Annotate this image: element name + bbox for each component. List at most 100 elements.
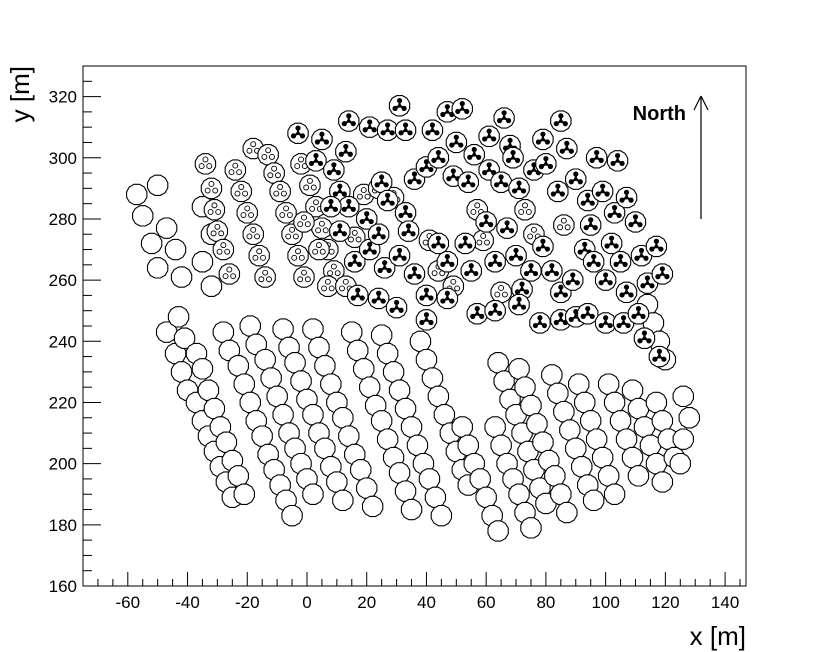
telescope-marker-filled [484, 300, 506, 322]
telescope-marker-filled [311, 128, 333, 151]
telescope-marker [126, 183, 148, 206]
telescope-marker-open [257, 144, 279, 166]
telescope-marker [164, 238, 187, 261]
telescope-marker-open [236, 202, 258, 224]
telescope-marker-open [299, 174, 321, 196]
telescope-marker-open [254, 266, 276, 288]
telescope-marker [520, 517, 542, 539]
telescope-marker-open [287, 244, 309, 267]
telescope-marker-filled [367, 223, 390, 245]
telescope-marker [421, 367, 444, 389]
telescope-marker-open [317, 275, 339, 297]
telescope-marker-filled [463, 144, 485, 166]
telescope-marker [191, 251, 214, 273]
telescope-marker [394, 480, 417, 502]
telescope-marker [514, 376, 536, 398]
telescope-marker [388, 379, 411, 401]
telescope-marker-filled [329, 220, 351, 242]
telescope-marker-filled [502, 147, 524, 169]
telescope-marker [320, 373, 342, 395]
telescope-marker [490, 434, 512, 456]
telescope-marker-filled [305, 150, 327, 172]
telescope-marker [639, 434, 662, 456]
telescope-marker-filled [651, 263, 674, 285]
telescope-marker-filled [287, 122, 309, 144]
north-arrow-icon [693, 95, 709, 219]
telescope-marker [475, 486, 497, 508]
telescope-marker [350, 459, 372, 481]
telescope-marker [457, 434, 479, 456]
telescope-marker [418, 468, 441, 490]
telescope-marker-filled [329, 180, 351, 203]
telescope-marker [284, 352, 306, 374]
telescope-marker [451, 416, 473, 438]
telescope-marker [487, 352, 509, 374]
telescope-marker-filled [421, 119, 444, 141]
telescope-marker-filled [529, 312, 551, 334]
y-tick-label: 300 [49, 149, 77, 168]
telescope-marker [191, 358, 214, 380]
telescope-marker-filled [415, 309, 438, 331]
telescope-marker-filled [397, 220, 420, 242]
telescope-marker-filled [591, 180, 614, 203]
telescope-marker [591, 446, 614, 469]
telescope-marker [314, 437, 336, 460]
telescope-marker [645, 391, 668, 414]
telescope-marker-filled [562, 269, 584, 291]
telescope-marker [341, 321, 363, 343]
telescope-marker-open [230, 180, 252, 203]
telescope-marker [376, 342, 399, 365]
telescope-marker [197, 379, 220, 401]
marker-layer [126, 95, 700, 542]
telescope-marker [580, 410, 602, 432]
telescope-marker-open [293, 266, 315, 288]
telescope-marker-filled [356, 208, 378, 230]
telescope-marker [571, 456, 593, 478]
telescope-marker [520, 394, 542, 417]
telescope-marker [146, 174, 169, 196]
telescope-marker [651, 410, 674, 432]
telescope-marker-filled [508, 293, 530, 316]
telescope-marker-open [224, 159, 247, 181]
telescope-marker-filled [609, 251, 632, 273]
telescope-marker-open [308, 238, 330, 261]
telescope-marker-filled [493, 107, 515, 129]
telescope-marker [233, 373, 255, 395]
telescope-marker [167, 306, 190, 328]
telescope-marker [556, 501, 578, 524]
telescope-marker [332, 489, 354, 512]
telescope-marker-open [311, 217, 333, 239]
telescope-marker-filled [550, 110, 572, 132]
telescope-marker-filled [508, 177, 530, 200]
telescope-marker-filled [547, 180, 569, 203]
y-tick-label: 200 [49, 455, 77, 474]
telescope-marker [609, 410, 632, 432]
telescope-marker-filled [615, 281, 638, 304]
telescope-marker [260, 367, 282, 389]
telescope-marker [140, 232, 163, 255]
telescope-marker-filled [565, 168, 587, 190]
telescope-marker [382, 361, 405, 383]
telescope-marker [469, 468, 491, 490]
telescope-marker-filled [484, 251, 506, 273]
telescope-marker-filled [532, 128, 554, 151]
telescope-marker [678, 407, 700, 429]
telescope-marker [597, 373, 620, 395]
telescope-marker-filled [541, 260, 563, 282]
telescope-marker-filled [388, 95, 411, 117]
telescope-marker [132, 205, 154, 227]
x-tick-label: 140 [711, 593, 739, 612]
telescope-marker [272, 318, 294, 340]
telescope-marker-open [218, 263, 241, 285]
telescope-marker [227, 465, 249, 487]
telescope-marker-filled [403, 263, 426, 285]
telescope-marker-filled [427, 147, 450, 169]
telescope-marker-filled [454, 232, 476, 255]
telescope-marker [281, 504, 303, 527]
telescope-marker-filled [556, 137, 578, 160]
telescope-marker-filled [457, 171, 479, 193]
y-tick-label: 240 [49, 332, 77, 351]
telescope-marker [254, 348, 276, 371]
telescope-marker-filled [505, 244, 527, 267]
